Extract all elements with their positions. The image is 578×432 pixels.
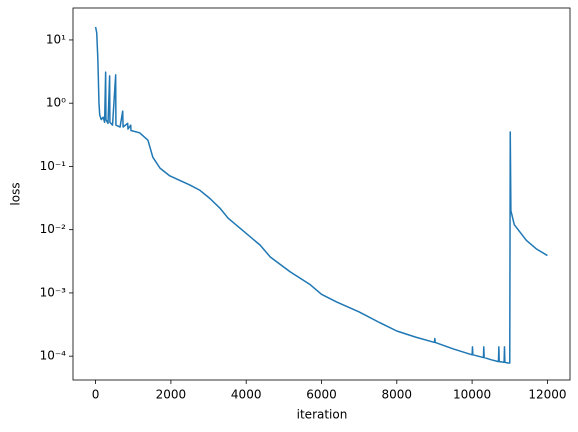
data-line: [94, 26, 548, 364]
y-tick-label: 10⁻⁴: [40, 349, 67, 363]
x-axis-label: iteration: [297, 408, 348, 422]
x-tick-label: 4000: [231, 388, 262, 402]
x-tick-label: 12000: [528, 388, 566, 402]
y-axis-label: loss: [9, 182, 23, 205]
x-tick-label: 2000: [156, 388, 187, 402]
x-tick-label: 10000: [453, 388, 491, 402]
x-tick-label: 8000: [382, 388, 413, 402]
y-tick-label: 10¹: [46, 32, 66, 46]
x-tick-label: 0: [92, 388, 100, 402]
axes-frame: [72, 7, 571, 381]
y-tick-label: 10⁻³: [40, 285, 67, 299]
y-tick-label: 10⁻²: [40, 222, 67, 236]
x-tick-label: 6000: [306, 388, 337, 402]
y-tick-label: 10⁰: [46, 96, 66, 110]
y-tick-label: 10⁻¹: [40, 159, 67, 173]
